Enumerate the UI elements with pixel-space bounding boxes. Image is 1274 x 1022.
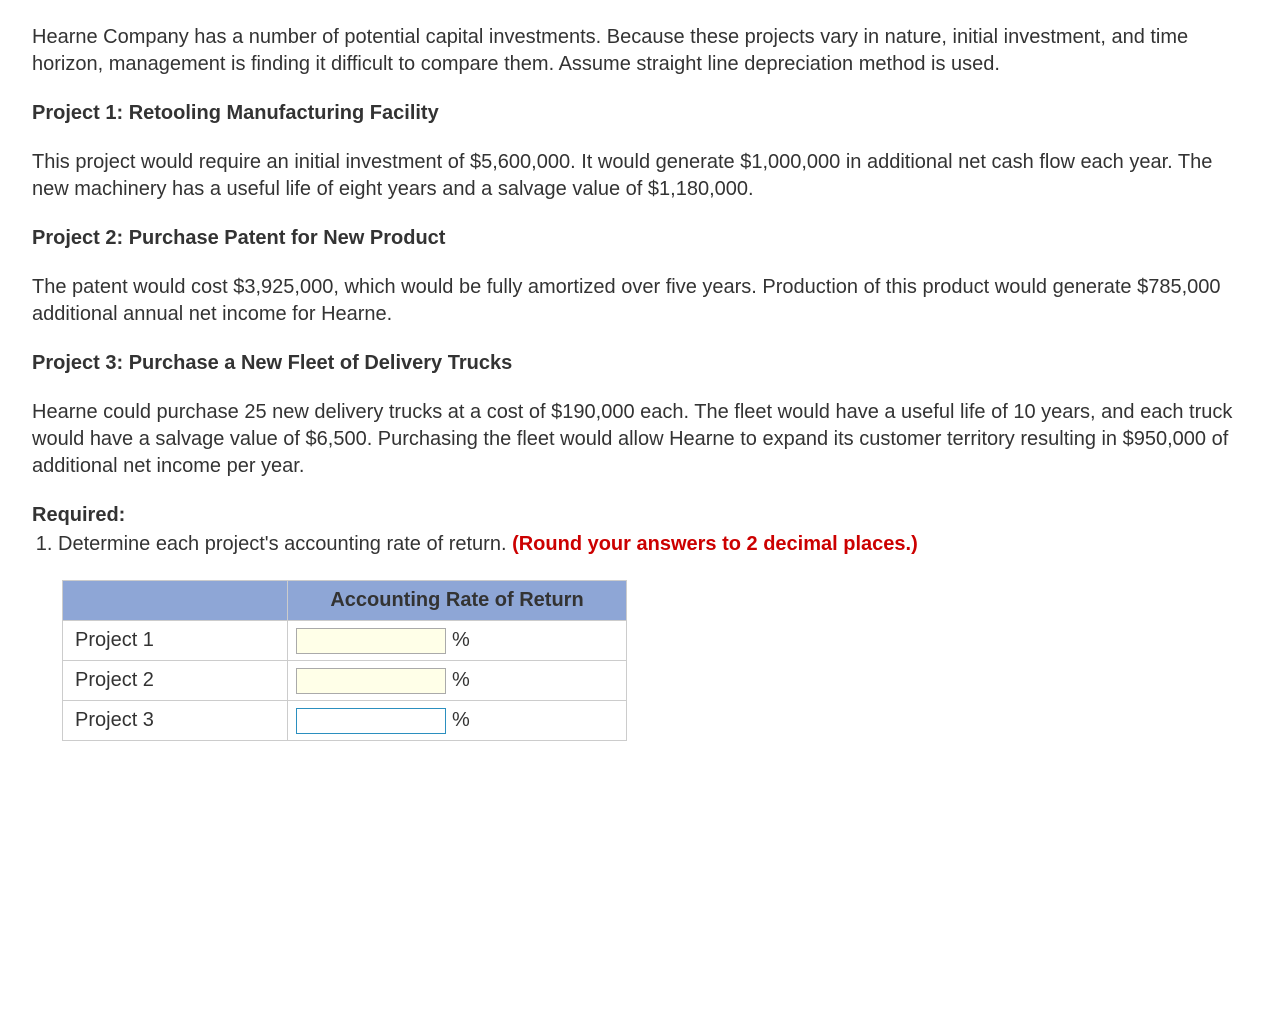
project3-body: Hearne could purchase 25 new delivery tr… [32,399,1242,480]
arr-header-blank [63,581,288,621]
row-label-project1: Project 1 [63,621,288,661]
row-label-project2: Project 2 [63,661,288,701]
table-row: Project 2 % [63,661,627,701]
unit-symbol: % [452,627,470,654]
required-block: Required: Determine each project's accou… [32,502,1242,558]
input-project3[interactable] [296,708,446,734]
table-row: Project 1 % [63,621,627,661]
required-item-1-red: (Round your answers to 2 decimal places.… [512,533,918,555]
required-label: Required: [32,504,125,526]
table-row: Project 3 % [63,701,627,741]
project1-heading: Project 1: Retooling Manufacturing Facil… [32,100,1242,127]
unit-symbol: % [452,667,470,694]
intro-paragraph: Hearne Company has a number of potential… [32,24,1242,78]
input-project2[interactable] [296,668,446,694]
required-list: Determine each project's accounting rate… [32,531,1242,558]
required-item-1: Determine each project's accounting rate… [58,531,1242,558]
required-item-1-text: Determine each project's accounting rate… [58,533,512,555]
project1-body: This project would require an initial in… [32,149,1242,203]
project2-heading: Project 2: Purchase Patent for New Produ… [32,225,1242,252]
arr-table: Accounting Rate of Return Project 1 % Pr… [62,580,627,741]
unit-symbol: % [452,707,470,734]
project3-heading: Project 3: Purchase a New Fleet of Deliv… [32,350,1242,377]
arr-header-col: Accounting Rate of Return [288,581,627,621]
row-label-project3: Project 3 [63,701,288,741]
project2-body: The patent would cost $3,925,000, which … [32,274,1242,328]
input-project1[interactable] [296,628,446,654]
